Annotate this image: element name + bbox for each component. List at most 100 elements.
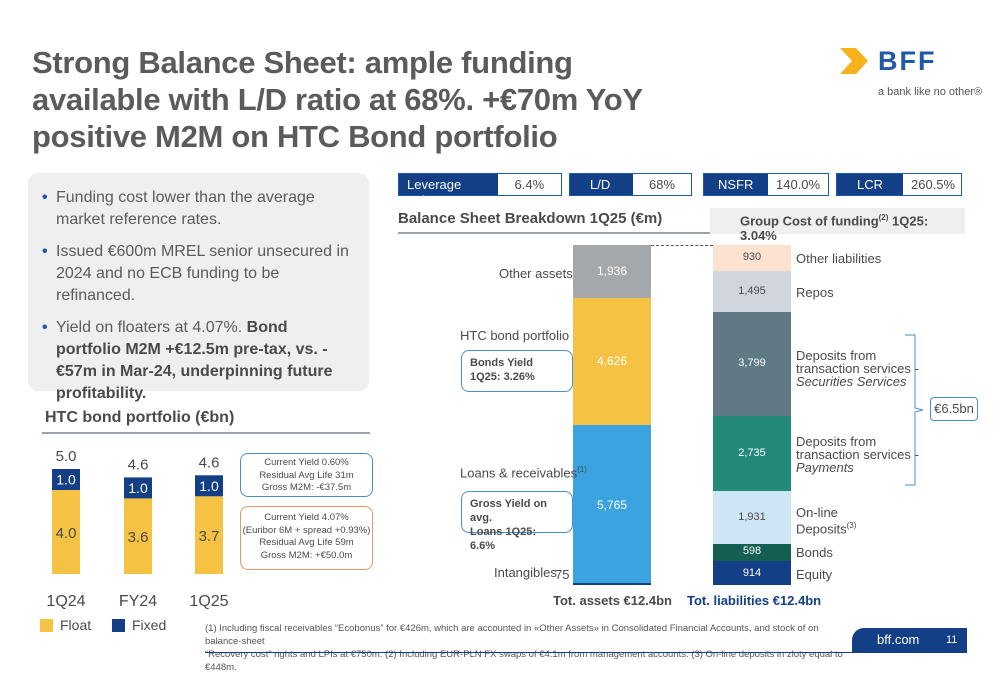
asset-other-value: 1,936 [596, 264, 628, 278]
liab-payments-value: 2,735 [738, 447, 766, 459]
liab-online-segment [713, 491, 791, 544]
group-cost-of-funding: Group Cost of funding(2) 1Q25: 3.04% [710, 208, 965, 243]
liab-online-label: On-line Deposits(3) [796, 506, 856, 535]
liab-other-label: Other liabilities [796, 251, 882, 266]
kpi-label: Leverage ratio [399, 174, 498, 208]
info-line: Residual Avg Life 59m [259, 537, 354, 548]
fixed-value-label: 1.0 [56, 472, 76, 488]
kpi-value: 68% [633, 174, 691, 195]
float-bar [124, 498, 152, 574]
liab-repos-label: Repos [796, 285, 834, 300]
fixed-bar [52, 469, 80, 490]
bullet-item: • Funding cost lower than the average ma… [42, 187, 355, 231]
asset-loans-label: Loans & receivables(1) [460, 465, 587, 480]
footer-site-link[interactable]: bff.com [877, 632, 920, 647]
bullet-dot: • [42, 189, 48, 206]
float-value-label: 4.0 [56, 525, 77, 542]
deposits-total-badge: €6.5bn [930, 397, 978, 421]
bullet-dot: • [42, 243, 48, 260]
balance-sheet-divider [398, 232, 965, 234]
asset-loans-value: 5,765 [596, 498, 628, 512]
info-line: Gross M2M: -€37.5m [261, 482, 352, 493]
htc-chart-title: HTC bond portfolio (€bn) [45, 409, 235, 426]
liab-bonds-segment [713, 544, 791, 561]
liab-online-value: 1,931 [738, 511, 766, 523]
float-info-box: Current Yield 4.07% (Euribor 6M + spread… [240, 506, 373, 570]
liab-repos-value: 1,495 [738, 285, 766, 297]
kpi-value: 260.5% [903, 174, 961, 195]
htc-divider [42, 432, 370, 434]
kpi-leverage: Leverage ratio 6.4% [398, 173, 562, 208]
footnote-line: (1) Including fiscal receivables “Ecobon… [205, 623, 819, 647]
float-value-label: 3.6 [128, 529, 149, 546]
gcf-value: 1Q25: 3.04% [740, 213, 929, 244]
legend-float-label: Float [60, 617, 92, 633]
dashed-connector [651, 245, 713, 246]
label-line: Securities Services [796, 374, 907, 389]
liab-equity-value: 914 [742, 567, 762, 579]
liab-bonds-label: Bonds [796, 545, 833, 560]
fixed-value-label: 1.0 [128, 480, 148, 496]
float-bar [52, 490, 80, 574]
total-assets: Tot. assets €12.4bn [553, 593, 672, 608]
asset-other-segment [573, 245, 651, 298]
gcf-label: Group Cost of funding [740, 213, 879, 229]
asset-intangibles-segment [573, 583, 651, 585]
liab-securities-segment [713, 312, 791, 416]
info-line: (Euribor 6M + spread +0.93%) [242, 524, 371, 536]
loans-yield-callout: Gross Yield on avg. Loans 1Q25: 6.6% [461, 491, 573, 552]
bonds-yield-callout: Bonds Yield 1Q25: 3.26% [461, 350, 573, 392]
asset-htc-segment [573, 298, 651, 425]
balance-sheet-title: Balance Sheet Breakdown 1Q25 (€m) [398, 210, 663, 227]
footnote: (1) Including fiscal receivables “Ecobon… [205, 622, 855, 674]
fixed-bar [124, 477, 152, 499]
callout-line: Gross Yield on avg. [470, 498, 548, 524]
bullet-bold-text: Bond portfolio M2M +€12.5m pre-tax, vs. … [56, 319, 333, 402]
kpi-label: L/D [570, 174, 634, 195]
asset-htc-value: 4,626 [596, 354, 628, 368]
callout-line: Bonds Yield [470, 357, 533, 369]
liab-payments-label: Deposits from transaction services - Pay… [796, 435, 919, 474]
page-title: Strong Balance Sheet: ample funding avai… [32, 45, 643, 154]
logo-text: BFF [878, 46, 937, 76]
callout-line: Loans 1Q25: 6.6% [470, 526, 537, 552]
liab-securities-label: Deposits from transaction services - Sec… [796, 349, 919, 388]
deposits-bracket [905, 334, 924, 486]
liab-payments-segment [713, 416, 791, 491]
liab-securities-value: 3,799 [738, 357, 766, 369]
page-number: 11 [946, 634, 958, 646]
asset-loans-footnote-ref: (1) [577, 465, 587, 474]
bullet-item: • Yield on floaters at 4.07%. Bond portf… [42, 317, 355, 405]
total-value-label: 5.0 [56, 448, 77, 465]
footer-divider [205, 652, 967, 653]
total-value-label: 4.6 [199, 454, 220, 471]
liab-equity-segment [713, 561, 791, 585]
label-line: Payments [796, 460, 854, 475]
logo-tagline: a bank like no other® [878, 86, 983, 98]
legend-fixed-label: Fixed [132, 617, 167, 633]
fixed-info-box: Current Yield 0.60% Residual Avg Life 31… [240, 453, 373, 497]
bullet-dot: • [42, 319, 48, 336]
kpi-value: 6.4% [497, 174, 561, 195]
float-value-label: 3.7 [199, 528, 220, 545]
asset-loans-segment [573, 425, 651, 583]
footer-tab [852, 628, 967, 652]
fixed-bar [195, 475, 223, 497]
liab-repos-segment [713, 271, 791, 312]
kpi-lcr: LCR 260.5% [836, 173, 962, 196]
kpi-value: 140.0% [768, 174, 828, 195]
label-line: transaction services - [796, 361, 919, 376]
kpi-label: NSFR [704, 174, 768, 195]
legend-float-swatch [40, 619, 53, 632]
label-line: On-line [796, 505, 838, 520]
asset-intangibles-value: 75 [555, 567, 570, 582]
asset-htc-label: HTC bond portfolio [460, 328, 570, 343]
category-label: 1Q25 [189, 593, 228, 610]
total-value-label: 4.6 [128, 456, 149, 473]
htc-bar-chart: 4.0 1.0 5.0 1Q24 3.6 1.0 4.6 FY24 3.7 1.0 4.6 1Q25 [46, 448, 228, 610]
bullet-text: Funding cost lower than the average mark… [56, 189, 315, 228]
label-line: Deposits from [796, 348, 877, 363]
liab-equity-label: Equity [796, 567, 833, 582]
asset-loans-text: Loans & receivables [460, 465, 578, 481]
fixed-value-label: 1.0 [199, 478, 219, 494]
